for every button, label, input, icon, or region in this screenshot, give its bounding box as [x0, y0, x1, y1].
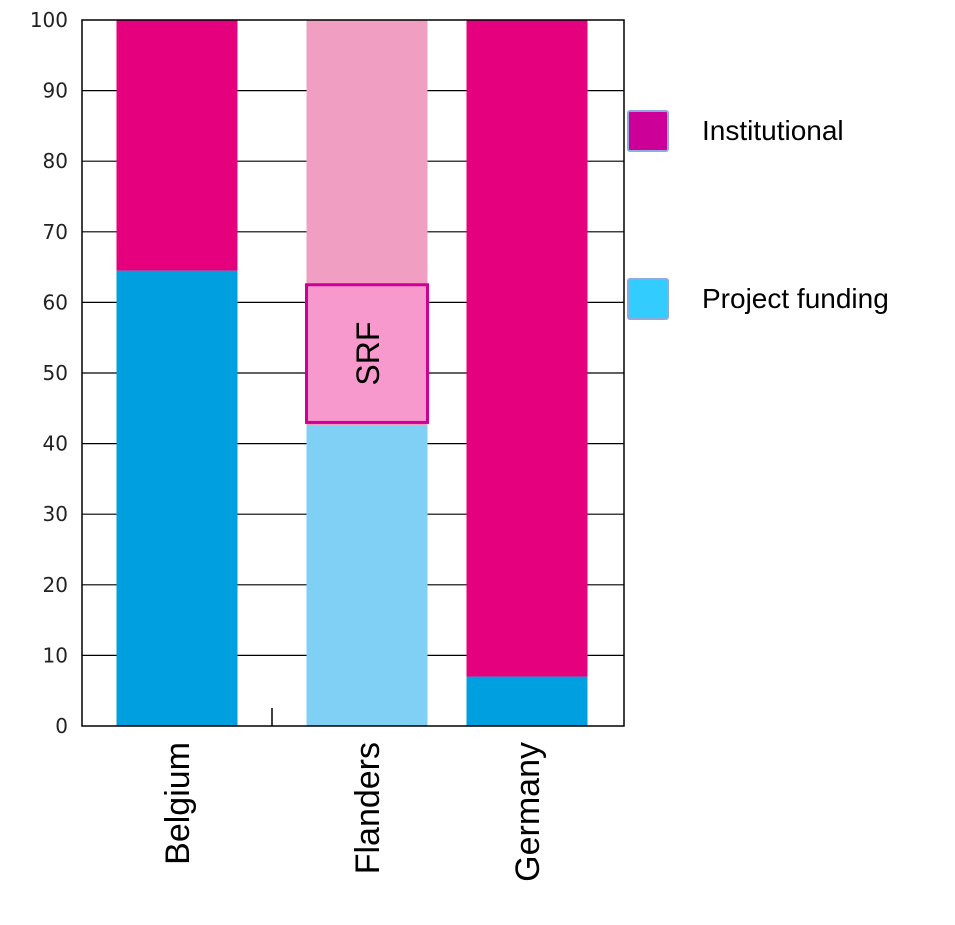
y-tick-label: 20	[43, 573, 68, 597]
plot-frame	[81, 19, 625, 727]
x-tick-label-flanders: Flanders	[349, 742, 387, 874]
y-tick-label: 100	[30, 8, 68, 32]
y-tick-label: 90	[43, 79, 68, 103]
y-tick-label: 70	[43, 220, 68, 244]
legend-label-project-funding: Project funding	[702, 283, 889, 314]
legend-swatch-institutional	[627, 110, 669, 152]
y-axis: 0 10 20 30 40 50 60 70 80 90 100	[30, 8, 68, 738]
legend-swatch-project-funding	[627, 278, 669, 320]
legend: Institutional Project funding	[627, 110, 889, 320]
bar-segment-project-funding-flanders	[306, 425, 428, 726]
x-tick-label-germany: Germany	[509, 742, 547, 882]
bar-segment-project-funding-germany	[466, 676, 588, 726]
bar-segment-institutional-belgium	[116, 20, 238, 271]
y-tick-label: 40	[43, 432, 68, 456]
bars	[116, 20, 588, 726]
srf-annotation-box	[305, 283, 429, 424]
legend-label-institutional: Institutional	[702, 115, 844, 146]
plot-border	[81, 19, 625, 727]
x-tick-label-belgium: Belgium	[159, 742, 197, 865]
y-tick-label: 80	[43, 149, 68, 173]
y-tick-label: 50	[43, 361, 68, 385]
bar-segment-project-funding-belgium	[116, 270, 238, 726]
y-tick-label: 60	[43, 290, 68, 314]
y-tick-label: 30	[43, 502, 68, 526]
srf-annotation-label: SRF	[350, 322, 386, 386]
y-tick-label: 0	[55, 714, 68, 738]
y-tick-label: 10	[43, 643, 68, 667]
annotation: SRF	[305, 283, 429, 424]
bar-segment-institutional-germany	[466, 20, 588, 677]
x-axis: Belgium Flanders Germany	[159, 742, 547, 882]
